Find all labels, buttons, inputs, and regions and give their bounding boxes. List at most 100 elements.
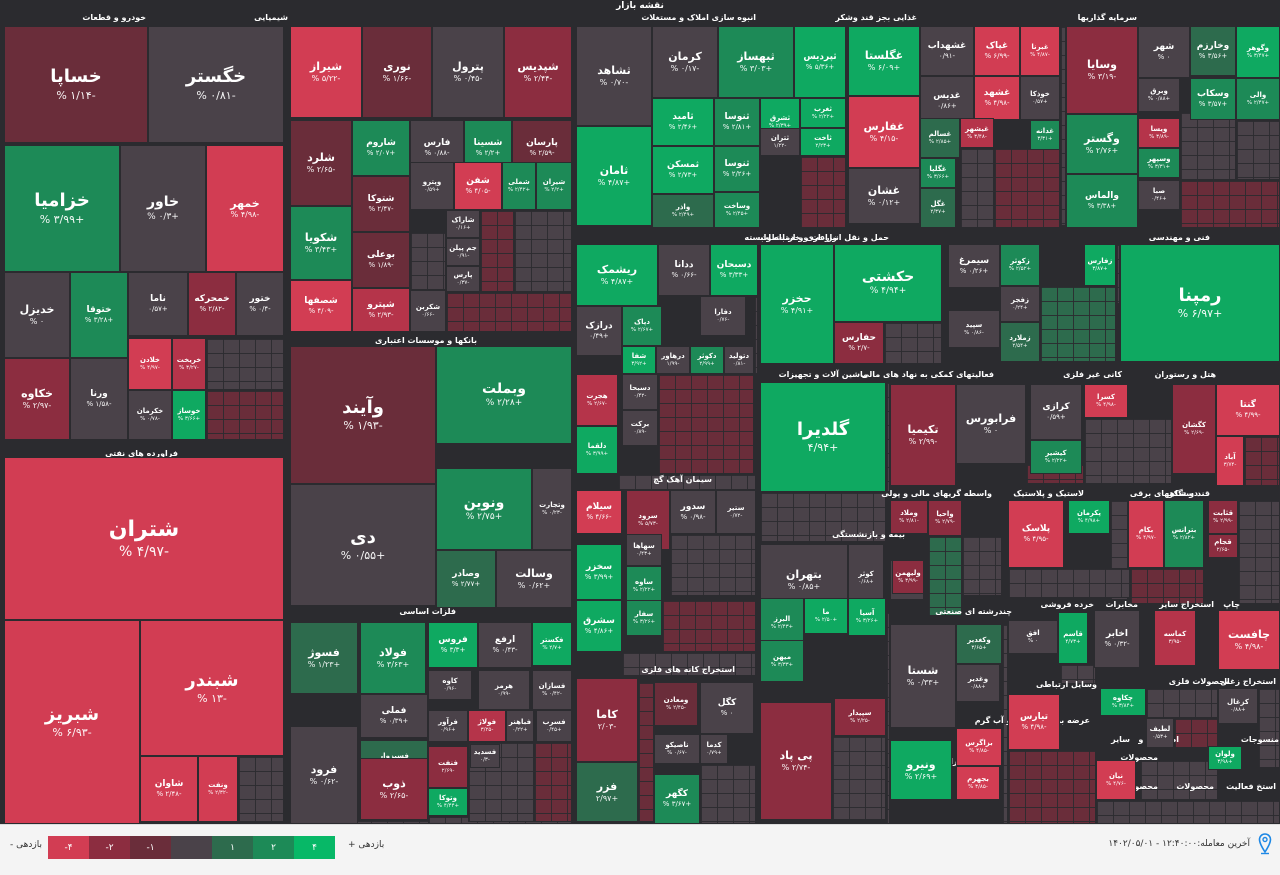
stock-tile[interactable]: سهاها +۰/۴۳ xyxy=(626,534,662,566)
stock-tile[interactable]: زملارد +۲/۵۴ xyxy=(1000,322,1040,362)
stock-tile[interactable]: سیمرغ +۰/۲۶ % xyxy=(948,244,1000,288)
small-stock-tile[interactable] xyxy=(1040,286,1116,362)
small-stock-tile[interactable] xyxy=(662,600,756,652)
small-stock-tile[interactable] xyxy=(800,156,846,228)
stock-tile[interactable]: ونیرو +۲/۶۹ % xyxy=(890,740,952,800)
stock-tile[interactable]: فکستر +۲/۷ % xyxy=(532,622,572,666)
stock-tile[interactable]: کاوه -۰/۹۶ xyxy=(428,670,472,700)
stock-tile[interactable]: خکرمان -۰/۷۸ % xyxy=(128,390,172,440)
small-stock-tile[interactable] xyxy=(1008,750,1096,824)
stock-tile[interactable]: شاروم +۲/۰۷ % xyxy=(352,120,410,176)
stock-tile[interactable]: پی پاد -۲/۷۴ % xyxy=(760,702,832,820)
stock-tile[interactable]: شپترو -۲/۹۳ % xyxy=(352,288,410,332)
stock-tile[interactable]: زکوثر +۲/۵۲ % xyxy=(1000,244,1040,286)
small-stock-tile[interactable] xyxy=(622,652,756,676)
stock-tile[interactable]: شتران -۴/۹۷ % xyxy=(4,457,284,620)
stock-tile[interactable]: غگل +۲/۳۷ xyxy=(920,188,956,228)
small-stock-tile[interactable] xyxy=(1116,244,1120,304)
stock-tile[interactable]: درهاور -۱/۹۹ xyxy=(656,346,690,374)
stock-tile[interactable]: شکربن -۰/۶۶ xyxy=(410,290,446,332)
stock-tile[interactable]: پکرمان +۴/۹۸ % xyxy=(1068,500,1110,534)
stock-tile[interactable]: ناما +۰/۵۷ xyxy=(128,272,188,336)
small-stock-tile[interactable] xyxy=(206,338,284,390)
small-stock-tile[interactable] xyxy=(206,390,284,440)
stock-tile[interactable]: کرازی +۰/۵۹ xyxy=(1030,384,1082,440)
stock-tile[interactable]: ختوقا +۳/۲۸ % xyxy=(70,272,128,358)
stock-tile[interactable]: چکاوه +۳/۸۴ % xyxy=(1100,688,1146,716)
small-stock-tile[interactable] xyxy=(886,612,890,824)
stock-tile[interactable]: شاراک +۰/۱۶ xyxy=(446,210,480,238)
small-stock-tile[interactable] xyxy=(1130,568,1204,604)
stock-tile[interactable]: فسوژ +۱/۲۳ % xyxy=(290,622,358,694)
stock-tile[interactable]: سدور -۰/۹۸ % xyxy=(670,490,716,534)
stock-tile[interactable]: بزاگرس -۴/۸۵ % xyxy=(956,728,1002,766)
stock-tile[interactable]: برکت -۰/۸۹ xyxy=(622,410,658,446)
stock-tile[interactable]: شصفها -۴/۰۹ % xyxy=(290,280,352,332)
stock-tile[interactable]: کرمان -۰/۱۷ % xyxy=(652,26,718,98)
stock-tile[interactable]: سشرق +۴/۸۶ % xyxy=(576,600,622,652)
stock-tile[interactable]: وسکاب +۳/۵۷ % xyxy=(1190,78,1236,120)
stock-tile[interactable]: پلاسک -۴/۹۵ % xyxy=(1008,500,1064,568)
small-stock-tile[interactable] xyxy=(1146,688,1218,718)
stock-tile[interactable]: کدما +۰/۷۹ xyxy=(700,734,728,764)
stock-tile[interactable]: لطیف +۰/۵۳ xyxy=(1146,718,1174,748)
stock-tile[interactable]: خزامیا +۳/۹۹ % xyxy=(4,145,120,272)
stock-tile[interactable]: ثپردیس +۵/۳۶ % xyxy=(794,26,846,98)
stock-tile[interactable]: دی +۰/۵۵ % xyxy=(290,484,436,606)
stock-tile[interactable]: وملاد -۲/۸۱ % xyxy=(890,500,928,534)
stock-tile[interactable]: ومعادن -۲/۴۵ % xyxy=(654,682,698,726)
stock-tile[interactable]: وکغدیر +۳/۶۵ xyxy=(956,624,1002,664)
stock-tile[interactable]: ثامان +۴/۸۷ % xyxy=(576,126,652,226)
stock-tile[interactable]: ثاخت +۲/۲۳ xyxy=(800,128,846,156)
stock-tile[interactable]: بکام -۴/۹۷ % xyxy=(1128,500,1164,568)
stock-tile[interactable]: افق ۰ % xyxy=(1008,620,1058,654)
stock-tile[interactable]: نوری -۱/۶۶ % xyxy=(362,26,432,118)
stock-tile[interactable]: ثمسکن +۲/۷۳ % xyxy=(652,146,714,194)
stock-tile[interactable]: دلقما +۳/۹۹ % xyxy=(576,426,618,474)
stock-tile[interactable]: ساوه +۲/۲۲ % xyxy=(626,566,662,606)
stock-tile[interactable]: شیراز -۵/۲۲ % xyxy=(290,26,362,118)
stock-tile[interactable]: وتوکا +۴/۴۴ % xyxy=(428,788,468,816)
stock-tile[interactable]: غگلپا +۳/۶۶ % xyxy=(920,158,956,188)
stock-tile[interactable]: فولاژ -۳/۲۵ xyxy=(468,710,506,742)
stock-tile[interactable]: سفار +۳/۲۶ % xyxy=(626,600,662,636)
stock-tile[interactable]: وپترو +۰/۵۹ xyxy=(410,162,454,210)
small-stock-tile[interactable] xyxy=(638,682,654,822)
stock-tile[interactable]: شلرد -۲/۶۵ % xyxy=(290,120,352,206)
stock-tile[interactable]: پترول -۰/۴۵ % xyxy=(432,26,504,118)
stock-tile[interactable]: غگلستا +۶/۰۹ % xyxy=(848,26,920,96)
small-stock-tile[interactable] xyxy=(446,292,572,332)
stock-tile[interactable]: وليهمن -۳/۹۹ % xyxy=(892,560,924,594)
stock-tile[interactable]: قجام -۲/۶۵ xyxy=(1208,534,1238,558)
stock-tile[interactable]: فسرب +۰/۴۵ xyxy=(536,710,572,742)
stock-tile[interactable]: بترانس +۲/۸۲ % xyxy=(1164,500,1204,568)
stock-tile[interactable]: فرود -۰/۶۲ % xyxy=(290,726,358,824)
stock-tile[interactable]: شهر ۰ % xyxy=(1138,26,1190,78)
small-stock-tile[interactable] xyxy=(1180,112,1236,180)
stock-tile[interactable]: سخزر +۳/۹۹ % xyxy=(576,544,622,600)
stock-tile[interactable]: شبریز -۶/۹۳ % xyxy=(4,620,140,824)
small-stock-tile[interactable] xyxy=(960,148,994,228)
stock-tile[interactable]: البرز +۲/۴۳ % xyxy=(760,598,804,648)
small-stock-tile[interactable] xyxy=(1096,800,1280,824)
stock-tile[interactable]: قثابت -۲/۹۹ % xyxy=(1208,500,1238,534)
small-stock-tile[interactable] xyxy=(886,382,890,492)
small-stock-tile[interactable] xyxy=(618,474,756,490)
stock-tile[interactable]: خکاوه -۲/۹۷ % xyxy=(4,358,70,440)
stock-tile[interactable]: قاسم +۴/۷۳ xyxy=(1058,612,1088,664)
stock-tile[interactable]: درازک +۰/۴۹ xyxy=(576,306,622,356)
stock-tile[interactable]: بجهرم -۳/۸۵ % xyxy=(956,766,1000,800)
small-stock-tile[interactable] xyxy=(760,492,886,542)
stock-tile[interactable]: غشهداب -۰/۹۱ xyxy=(920,26,974,76)
small-stock-tile[interactable] xyxy=(832,736,886,820)
stock-tile[interactable]: پارس -۰/۳۷ xyxy=(446,266,480,292)
stock-tile[interactable]: فملی +۰/۳۹ % xyxy=(360,694,428,738)
small-stock-tile[interactable] xyxy=(1180,180,1280,228)
stock-tile[interactable]: شملی +۲/۴۲ % xyxy=(502,162,536,210)
stock-tile[interactable]: خگستر -۰/۸۱ % xyxy=(148,26,284,143)
stock-tile[interactable]: آباد -۳/۷۴ xyxy=(1216,436,1244,486)
stock-tile[interactable]: زفارس +۳/۸۷ xyxy=(1084,244,1116,286)
stock-tile[interactable]: فولاد +۳/۶۳ % xyxy=(360,622,426,694)
stock-tile[interactable]: خوذکا +۰/۵۷ xyxy=(1020,76,1060,120)
small-stock-tile[interactable] xyxy=(1002,624,1008,824)
